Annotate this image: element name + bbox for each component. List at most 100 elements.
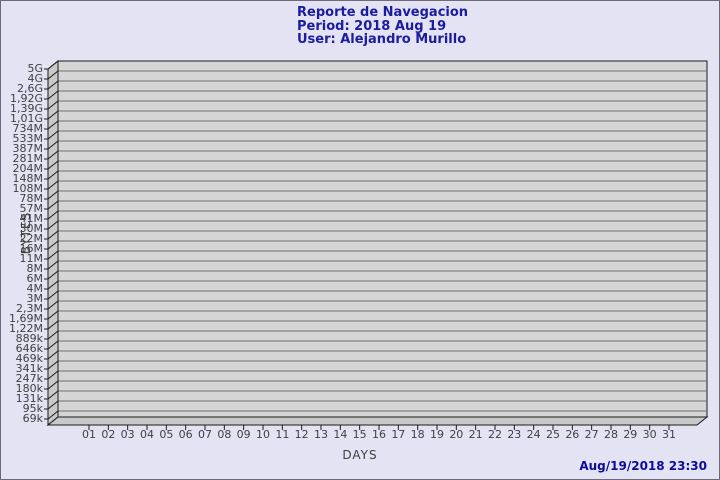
wall-grid-diagonal xyxy=(47,160,59,170)
wall-grid-diagonal xyxy=(47,340,59,350)
x-tick-label: 10 xyxy=(256,428,270,441)
y-tick-label: 2,3M xyxy=(16,302,43,315)
wall-grid-diagonal xyxy=(47,230,59,240)
y-tick-label: 41M xyxy=(20,212,44,225)
wall-grid-diagonal xyxy=(47,390,59,400)
y-tick-label: 180k xyxy=(16,382,44,395)
x-tick-label: 08 xyxy=(217,428,231,441)
wall-grid-diagonal xyxy=(47,110,59,120)
x-tick-label: 11 xyxy=(275,428,289,441)
wall-grid-diagonal xyxy=(47,410,59,420)
y-tick-label: 469k xyxy=(16,352,44,365)
y-tick-label: 69k xyxy=(23,412,44,425)
x-tick-label: 21 xyxy=(469,428,483,441)
y-tick-label: 78M xyxy=(20,192,44,205)
y-tick-label: 5G xyxy=(27,62,43,75)
y-tick-label: 341k xyxy=(16,362,44,375)
wall-grid-diagonal xyxy=(47,180,59,190)
y-tick-label: 4M xyxy=(27,282,44,295)
y-tick-label: 2,6G xyxy=(17,82,43,95)
y-tick-label: 148M xyxy=(13,172,44,185)
y-tick-label: 646k xyxy=(16,342,44,355)
wall-grid-diagonal xyxy=(47,370,59,380)
plot-area xyxy=(57,60,708,418)
wall-grid-diagonal xyxy=(47,90,59,100)
y-tick-label: 4G xyxy=(27,72,43,85)
wall-grid-diagonal xyxy=(47,190,59,200)
wall-grid-diagonal xyxy=(47,320,59,330)
wall-grid-diagonal xyxy=(47,170,59,180)
wall-grid-diagonal xyxy=(47,280,59,290)
y-tick-label: 1,01G xyxy=(10,112,43,125)
wall-grid-diagonal xyxy=(47,200,59,210)
wall-grid-diagonal xyxy=(47,250,59,260)
wall-grid-diagonal xyxy=(47,70,59,80)
x-tick-label: 17 xyxy=(391,428,405,441)
wall-grid-diagonal xyxy=(47,310,59,320)
y-tick-label: 1,22M xyxy=(9,322,43,335)
x-tick-label: 09 xyxy=(237,428,251,441)
wall-grid-diagonal xyxy=(47,260,59,270)
report-header: Reporte de Navegacion Period: 2018 Aug 1… xyxy=(297,6,468,47)
x-tick-label: 04 xyxy=(140,428,154,441)
floor xyxy=(46,416,709,426)
y-tick-label: 30M xyxy=(20,222,44,235)
wall-grid-diagonal xyxy=(47,290,59,300)
x-tick-label: 06 xyxy=(179,428,193,441)
y-tick-label: 131k xyxy=(16,392,44,405)
report-title: Reporte de Navegacion xyxy=(297,5,469,20)
y-tick-label: 22M xyxy=(20,232,44,245)
wall-grid-diagonal xyxy=(47,80,59,90)
x-tick-label: 22 xyxy=(488,428,502,441)
wall-grid-diagonal xyxy=(47,300,59,310)
y-tick-label: 387M xyxy=(13,142,44,155)
wall-grid-diagonal xyxy=(47,140,59,150)
x-tick-label: 31 xyxy=(662,428,676,441)
y-tick-label: 281M xyxy=(13,152,44,165)
x-tick-label: 01 xyxy=(82,428,96,441)
wall-grid-diagonal xyxy=(47,380,59,390)
x-tick-label: 18 xyxy=(411,428,425,441)
x-tick-label: 20 xyxy=(449,428,463,441)
y-tick-label: 11M xyxy=(20,252,44,265)
x-tick-label: 15 xyxy=(353,428,367,441)
x-tick-label: 05 xyxy=(159,428,173,441)
x-tick-label: 02 xyxy=(101,428,115,441)
y-tick-label: 247k xyxy=(16,372,44,385)
wall-grid-diagonal xyxy=(47,360,59,370)
report-user: User: Alejandro Murillo xyxy=(297,32,467,47)
x-tick-label: 13 xyxy=(314,428,328,441)
y-tick-label: 6M xyxy=(27,272,44,285)
wall-grid-diagonal xyxy=(47,400,59,410)
x-tick-label: 26 xyxy=(565,428,579,441)
x-tick-label: 12 xyxy=(295,428,309,441)
y-tick-label: 95k xyxy=(23,402,44,415)
x-tick-label: 03 xyxy=(121,428,135,441)
x-tick-label: 19 xyxy=(430,428,444,441)
y-tick-label: 889k xyxy=(16,332,44,345)
x-tick-label: 16 xyxy=(372,428,386,441)
wall-grid-diagonal xyxy=(47,130,59,140)
x-tick-label: 28 xyxy=(604,428,618,441)
x-tick-label: 25 xyxy=(546,428,560,441)
report-period: Period: 2018 Aug 19 xyxy=(297,18,447,34)
y-tick-label: 1,92G xyxy=(10,92,43,105)
x-tick-label: 29 xyxy=(623,428,637,441)
wall-grid-diagonal xyxy=(47,150,59,160)
x-tick-label: 27 xyxy=(585,428,599,441)
wall-grid-diagonal xyxy=(47,60,59,70)
wall-grid-diagonal xyxy=(47,210,59,220)
y-tick-label: 108M xyxy=(13,182,44,195)
y-tick-label: 57M xyxy=(20,202,44,215)
wall-grid-diagonal xyxy=(47,120,59,130)
y-tick-label: 204M xyxy=(13,162,44,175)
x-tick-label: 24 xyxy=(527,428,541,441)
x-axis-title: DAYS xyxy=(342,448,378,462)
wall-grid-diagonal xyxy=(47,350,59,360)
x-tick-label: 30 xyxy=(643,428,657,441)
y-tick-label: 1,69M xyxy=(9,312,43,325)
y-tick-label: 8M xyxy=(27,262,44,275)
x-tick-label: 23 xyxy=(507,428,521,441)
